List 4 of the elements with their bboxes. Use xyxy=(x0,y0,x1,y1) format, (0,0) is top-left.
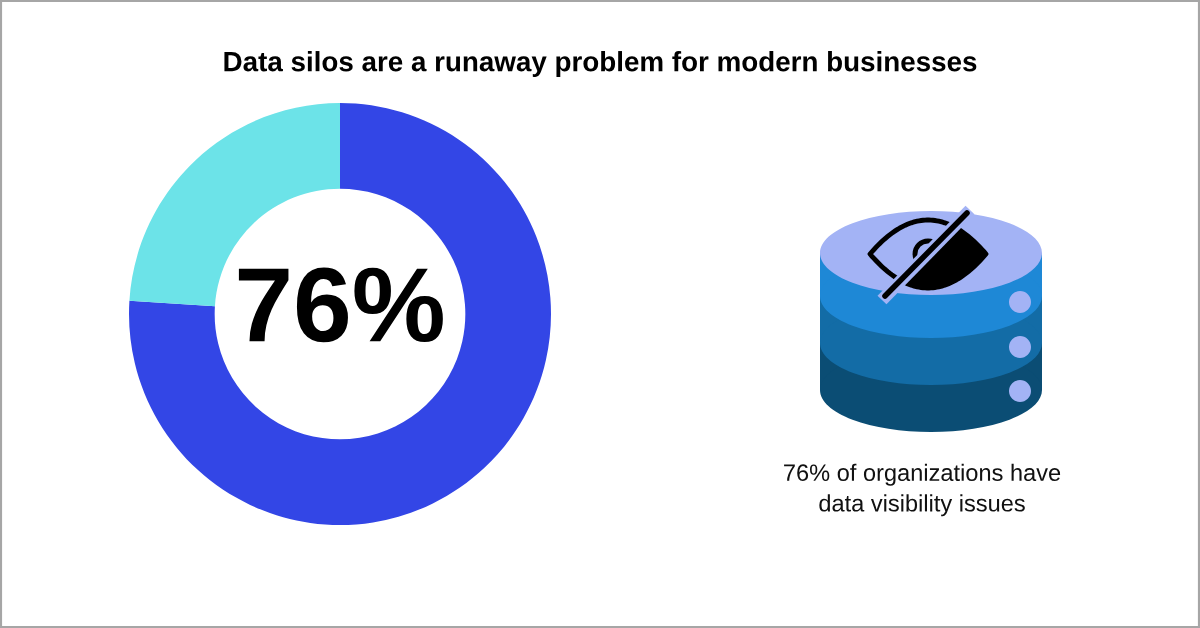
donut-slice xyxy=(129,103,551,525)
text: 76% xyxy=(238,267,443,343)
text: 76% of organizations have data visibility issues xyxy=(784,463,1061,517)
chart-title: Data silos are a runaway problem for modern businesses xyxy=(224,51,977,77)
